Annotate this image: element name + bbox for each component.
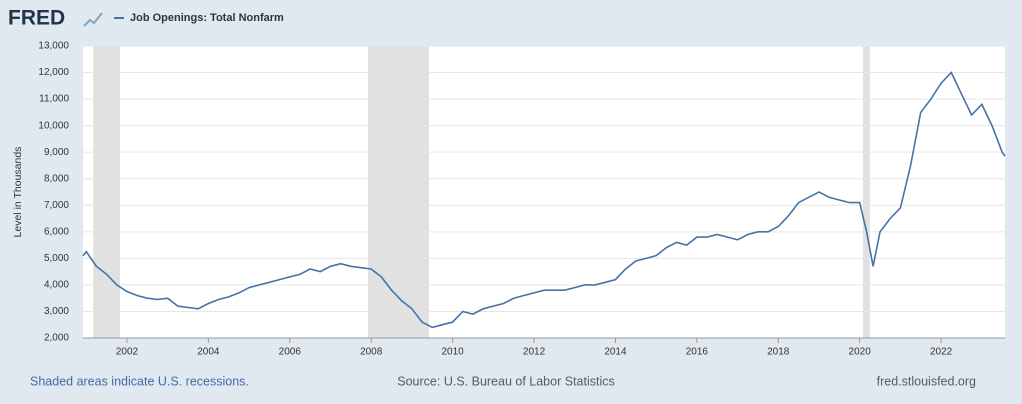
x-tick-label: 2010 <box>441 347 464 358</box>
y-tick-label: 10,000 <box>38 120 69 131</box>
y-tick-label: 2,000 <box>44 333 69 344</box>
y-tick-label: 13,000 <box>38 41 69 52</box>
footer-site: fred.stlouisfed.org <box>877 374 976 388</box>
y-tick-label: 12,000 <box>38 67 69 78</box>
x-tick-label: 2002 <box>116 347 139 358</box>
y-tick-label: 3,000 <box>44 306 69 317</box>
x-tick-label: 2008 <box>360 347 383 358</box>
y-tick-label: 11,000 <box>39 94 69 105</box>
logo: FRED <box>8 7 65 30</box>
x-tick-label: 2022 <box>930 347 953 358</box>
x-tick-label: 2014 <box>604 347 627 358</box>
x-tick-label: 2016 <box>686 347 709 358</box>
x-tick-label: 2012 <box>523 347 546 358</box>
recession-band <box>93 46 121 338</box>
logo-icon <box>83 12 103 27</box>
x-tick-label: 2018 <box>767 347 790 358</box>
recession-band <box>862 46 870 338</box>
y-tick-label: 8,000 <box>44 173 69 184</box>
line-series <box>82 71 1006 329</box>
y-tick-label: 9,000 <box>44 147 69 158</box>
x-tick-label: 2004 <box>197 347 220 358</box>
y-tick-label: 7,000 <box>44 200 69 211</box>
x-tick-label: 2006 <box>279 347 302 358</box>
legend-label: Job Openings: Total Nonfarm <box>130 12 284 24</box>
y-tick-label: 4,000 <box>44 280 69 291</box>
footer-note: Shaded areas indicate U.S. recessions. <box>30 374 249 388</box>
x-tick-label: 2020 <box>849 347 872 358</box>
y-axis-label: Level in Thousands <box>12 147 24 238</box>
plot-area <box>83 46 1005 338</box>
footer-source: Source: U.S. Bureau of Labor Statistics <box>397 374 614 388</box>
y-tick-label: 6,000 <box>44 226 69 237</box>
recession-band <box>367 46 430 338</box>
y-tick-label: 5,000 <box>44 253 69 264</box>
